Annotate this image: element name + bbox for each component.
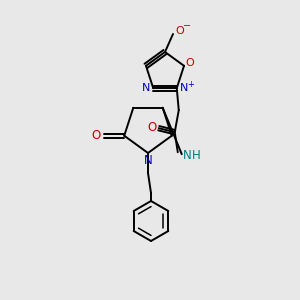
Text: N: N	[144, 154, 152, 167]
Text: O: O	[176, 26, 184, 36]
Text: +: +	[187, 80, 194, 89]
Text: O: O	[92, 129, 101, 142]
Text: N: N	[142, 83, 150, 93]
Text: N: N	[182, 149, 191, 162]
Text: −: −	[183, 21, 191, 31]
Text: N: N	[180, 83, 188, 93]
Text: H: H	[191, 149, 200, 162]
Text: O: O	[147, 121, 156, 134]
Text: O: O	[186, 58, 194, 68]
